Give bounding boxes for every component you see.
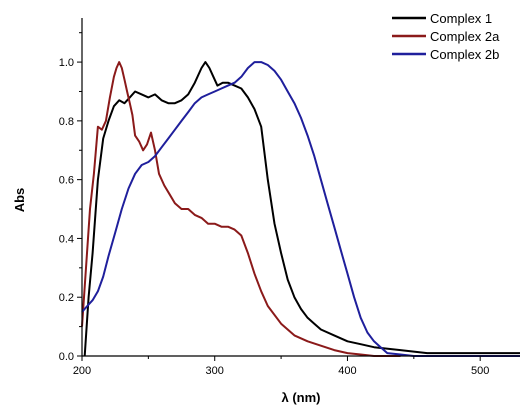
- y-tick-label: 0.4: [59, 233, 74, 245]
- series-layer: [81, 61, 520, 357]
- series-line-3: [81, 61, 520, 357]
- legend-label-1: Complex 1: [430, 11, 492, 26]
- legend-label-2: Complex 2a: [430, 29, 500, 44]
- y-tick-label: 0.8: [59, 116, 74, 128]
- y-axis-label: Abs: [12, 188, 27, 213]
- legend: Complex 1 Complex 2a Complex 2b: [392, 11, 500, 62]
- x-tick-label: 500: [471, 365, 489, 377]
- axes-layer: [81, 18, 520, 357]
- x-tick-label: 400: [338, 365, 356, 377]
- x-tick-label: 300: [206, 365, 224, 377]
- ticks-layer: 200 300 400 500 0.0 0.2 0.4 0.6 0.8 1.0: [59, 32, 489, 377]
- x-axis-label: λ (nm): [282, 390, 321, 405]
- y-tick-label: 0.0: [59, 351, 74, 363]
- x-tick-label: 200: [73, 365, 91, 377]
- series-line-1: [83, 61, 520, 357]
- y-tick-label: 0.2: [59, 292, 74, 304]
- y-tick-label: 0.6: [59, 175, 74, 187]
- y-tick-label: 1.0: [59, 57, 74, 69]
- series-line-2: [81, 61, 401, 357]
- legend-label-3: Complex 2b: [430, 47, 499, 62]
